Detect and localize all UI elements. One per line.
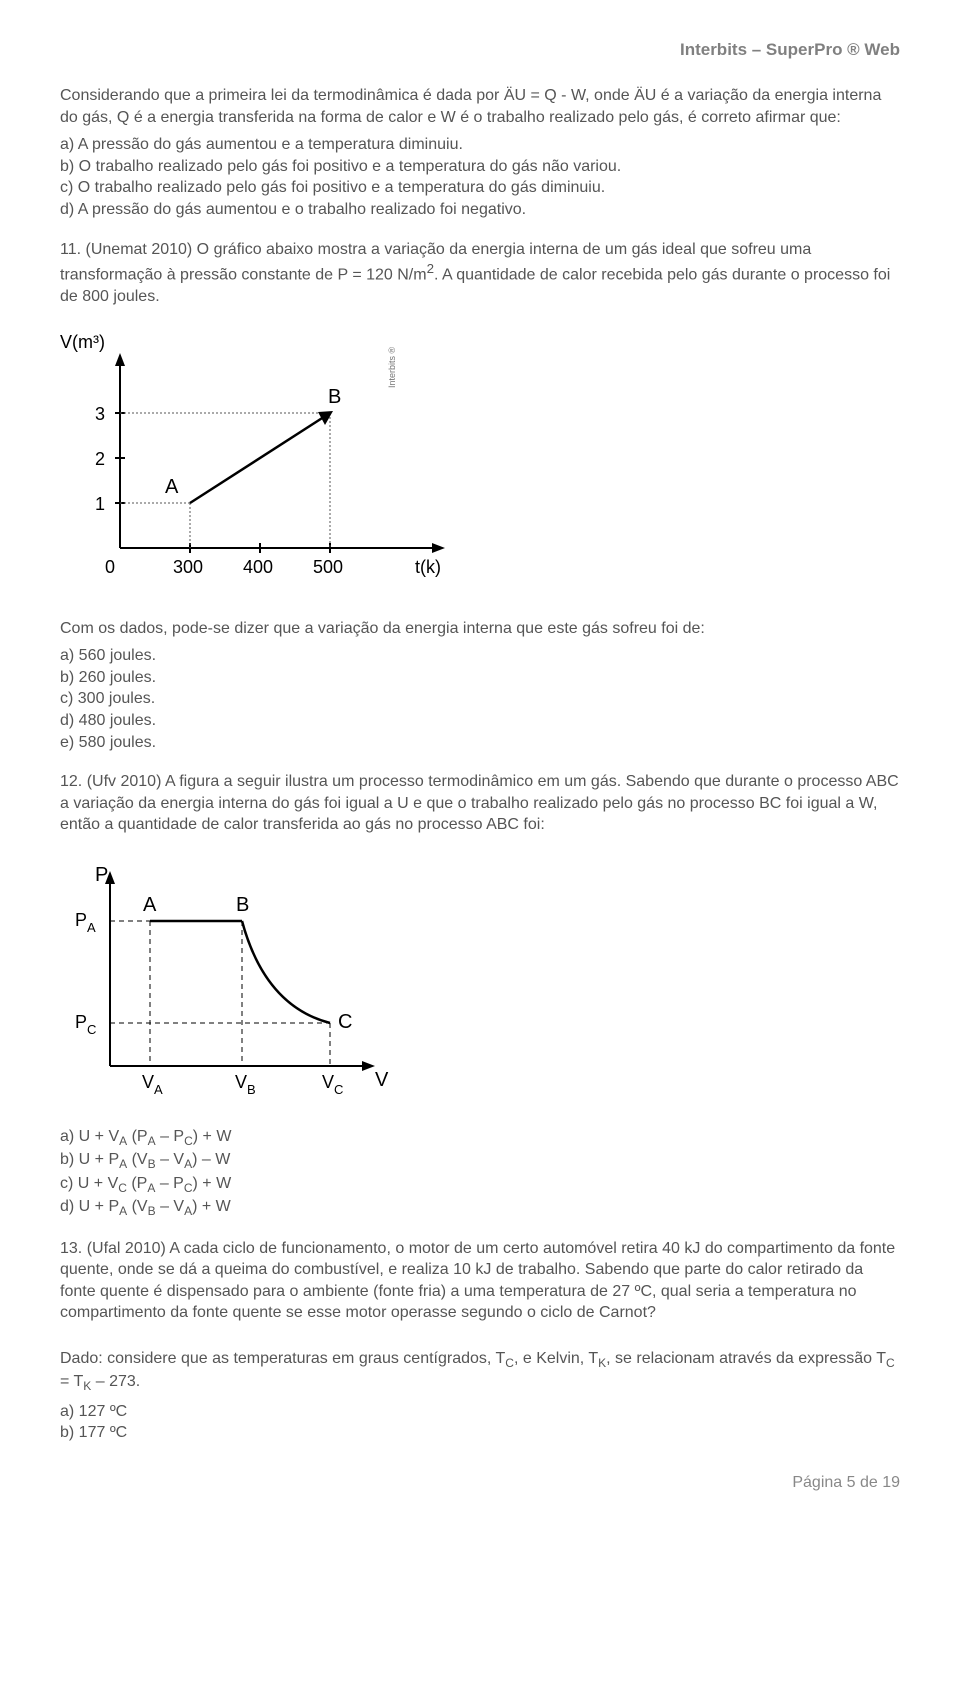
watermark-text: Interbits ® <box>387 346 397 388</box>
q12-opt-b: b) U + PA (VB – VA) – W <box>60 1149 900 1172</box>
x-axis-label-v: V <box>375 1069 389 1091</box>
q11-post: Com os dados, pode-se dizer que a variaç… <box>60 618 900 640</box>
q11-number: 11. <box>60 241 81 258</box>
ytick-pc: P <box>75 1012 87 1032</box>
q10-opt-d: d) A pressão do gás aumentou e o trabalh… <box>60 199 900 221</box>
q10-intro: Considerando que a primeira lei da termo… <box>60 85 900 128</box>
q12-source: (Ufv 2010) <box>87 773 162 790</box>
svg-text:A: A <box>87 920 96 935</box>
q13-number: 13. <box>60 1240 82 1257</box>
q11-source: (Unemat 2010) <box>86 241 193 258</box>
q13-opt-b: b) 177 ºC <box>60 1422 900 1444</box>
xtick-500: 500 <box>313 557 343 577</box>
q10-opt-a: a) A pressão do gás aumentou e a tempera… <box>60 134 900 156</box>
ytick-3: 3 <box>95 404 105 424</box>
page-footer: Página 5 de 19 <box>60 1474 900 1492</box>
y-axis-label: V(m³) <box>60 332 105 352</box>
q11-chart: Interbits ® V(m³) 1 2 3 300 400 500 0 <box>60 328 900 603</box>
ytick-2: 2 <box>95 449 105 469</box>
q12-opt-d: d) U + PA (VB – VA) + W <box>60 1196 900 1219</box>
y-axis-label-p: P <box>95 864 108 886</box>
q11-text: 11. (Unemat 2010) O gráfico abaixo mostr… <box>60 239 900 308</box>
q12-body: A figura a seguir ilustra um processo te… <box>60 773 899 833</box>
node-c: C <box>338 1011 352 1033</box>
q11-opt-a: a) 560 joules. <box>60 645 900 667</box>
q11-opt-b: b) 260 joules. <box>60 667 900 689</box>
page-header: Interbits – SuperPro ® Web <box>60 40 900 60</box>
origin-label: 0 <box>105 557 115 577</box>
q11-opt-c: c) 300 joules. <box>60 688 900 710</box>
q12-chart: P V PA PC VA VB VC A B C <box>60 856 900 1111</box>
ytick-pa: P <box>75 910 87 930</box>
q10-opt-c: c) O trabalho realizado pelo gás foi pos… <box>60 177 900 199</box>
q11-opt-d: d) 480 joules. <box>60 710 900 732</box>
q10-opt-b: b) O trabalho realizado pelo gás foi pos… <box>60 156 900 178</box>
xtick-vc: V <box>322 1072 334 1092</box>
svg-text:A: A <box>154 1082 163 1097</box>
q12-number: 12. <box>60 773 82 790</box>
q11-sup: 2 <box>427 261 434 276</box>
svg-text:C: C <box>334 1082 343 1097</box>
q12-text: 12. (Ufv 2010) A figura a seguir ilustra… <box>60 771 900 836</box>
q13-opt-a: a) 127 ºC <box>60 1401 900 1423</box>
q11-opt-e: e) 580 joules. <box>60 732 900 754</box>
ytick-1: 1 <box>95 494 105 514</box>
q13-text: 13. (Ufal 2010) A cada ciclo de funciona… <box>60 1238 900 1324</box>
xtick-300: 300 <box>173 557 203 577</box>
q13-body: A cada ciclo de funcionamento, o motor d… <box>60 1240 895 1322</box>
xtick-va: V <box>142 1072 154 1092</box>
svg-text:C: C <box>87 1022 96 1037</box>
point-b-label: B <box>328 386 341 408</box>
node-b: B <box>236 894 249 916</box>
xtick-400: 400 <box>243 557 273 577</box>
q12-opt-c: c) U + VC (PA – PC) + W <box>60 1173 900 1196</box>
xtick-vb: V <box>235 1072 247 1092</box>
point-a-label: A <box>165 476 179 498</box>
svg-text:B: B <box>247 1082 256 1097</box>
q13-source: (Ufal 2010) <box>87 1240 166 1257</box>
x-axis-label: t(k) <box>415 557 441 577</box>
q12-opt-a: a) U + VA (PA – PC) + W <box>60 1126 900 1149</box>
node-a: A <box>143 894 157 916</box>
q13-dado: Dado: considere que as temperaturas em g… <box>60 1348 900 1395</box>
